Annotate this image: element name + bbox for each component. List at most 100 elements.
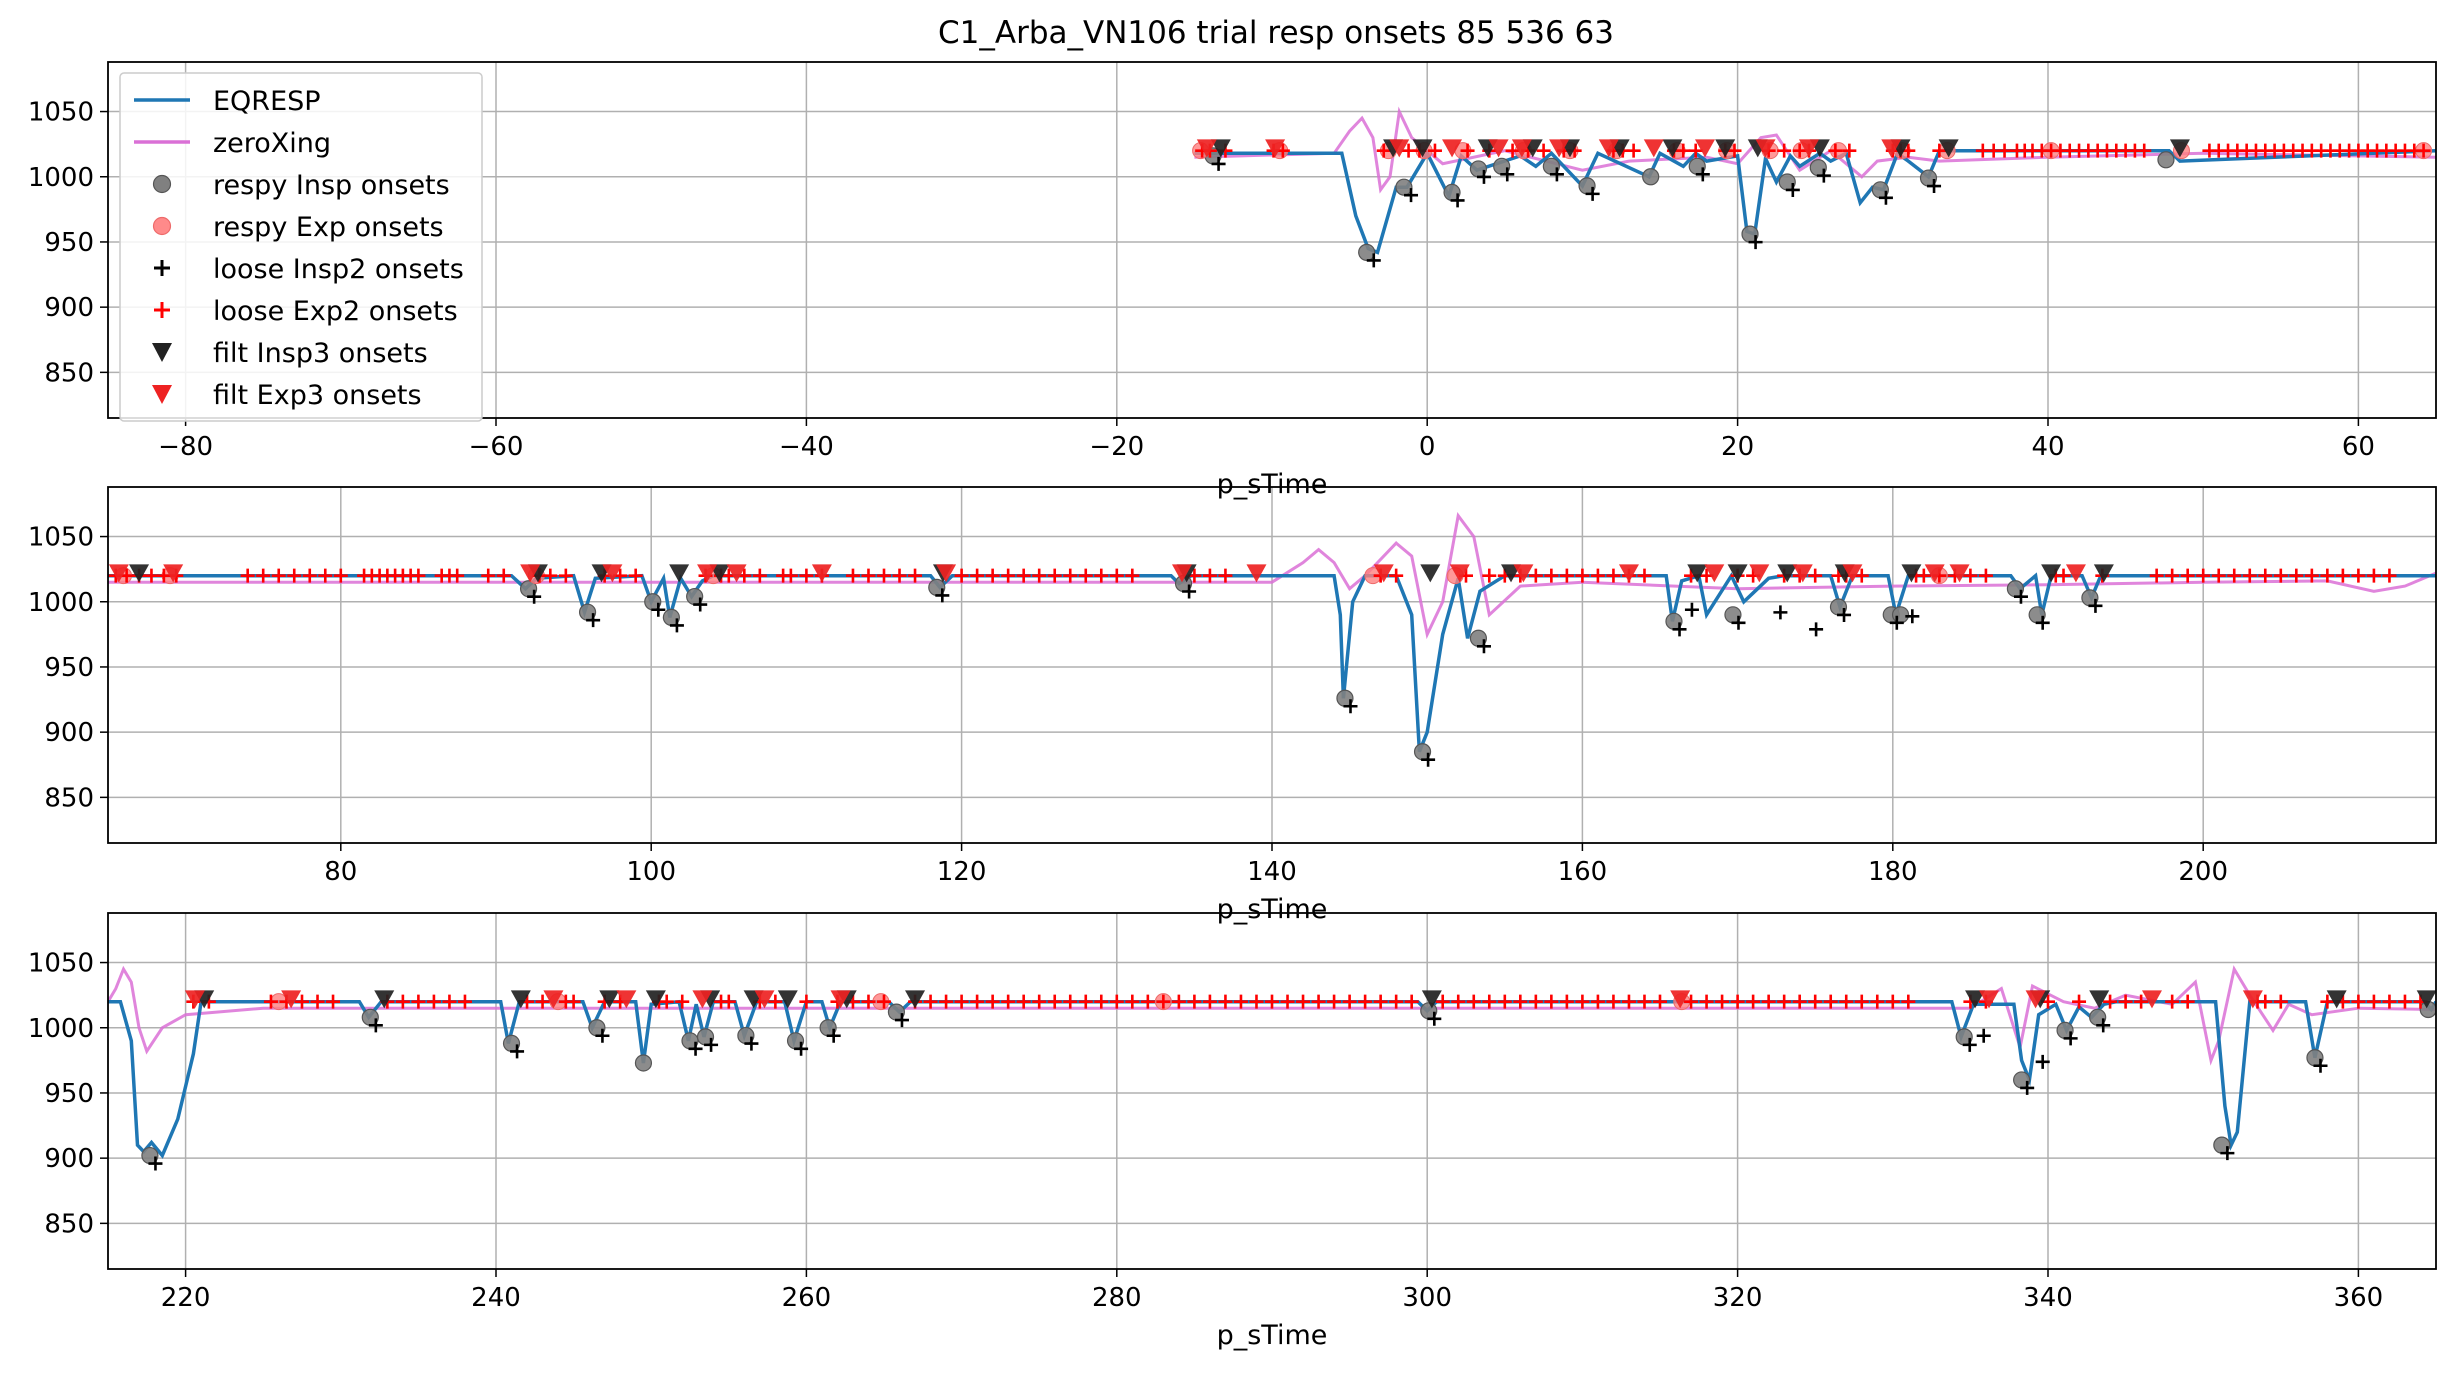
x-tick-label: −40	[779, 432, 834, 462]
filt-exp3-onset-point	[1196, 139, 1217, 158]
filt-exp3-onset-point	[811, 564, 832, 583]
legend-entry-loose-insp2: loose Insp2 onsets	[154, 254, 464, 285]
loose-insp2-onset-point	[1773, 605, 1788, 620]
filt-exp3-onset-point	[520, 564, 541, 583]
loose-exp2-onset-point	[659, 994, 674, 1009]
loose-exp2-onset-point	[1482, 568, 1497, 583]
loose-exp2-onset-point	[1109, 568, 1124, 583]
loose-exp2-onset-point	[1218, 568, 1233, 583]
legend-label: respy Exp onsets	[213, 212, 444, 243]
loose-exp2-onset-point	[1684, 994, 1699, 1009]
loose-exp2-onset-point	[1590, 994, 1605, 1009]
loose-exp2-onset-point	[1688, 143, 1703, 158]
loose-exp2-onset-point	[1505, 143, 1520, 158]
filt-exp3-onset-point	[184, 990, 205, 1009]
loose-exp2-onset-point	[2289, 568, 2304, 583]
y-tick-label: 950	[44, 228, 94, 258]
legend-entry-respy-exp: respy Exp onsets	[152, 212, 444, 243]
filt-insp3-onset-point	[1420, 564, 1441, 583]
loose-exp2-onset-point	[1963, 568, 1978, 583]
loose-exp2-onset-point	[1699, 994, 1714, 1009]
filt-exp3-onset-point	[1373, 564, 1394, 583]
loose-exp2-onset-point	[1916, 568, 1931, 583]
loose-exp2-onset-point	[2196, 568, 2211, 583]
loose-exp2-onset-point	[752, 568, 767, 583]
loose-exp2-onset-point	[2335, 568, 2350, 583]
loose-exp2-onset-point	[1032, 994, 1047, 1009]
loose-exp2-onset-point	[256, 568, 271, 583]
loose-exp2-onset-point	[2118, 994, 2133, 1009]
loose-exp2-onset-point	[1808, 994, 1823, 1009]
legend-label: loose Insp2 onsets	[213, 254, 464, 285]
loose-insp2-onset-point	[510, 1044, 525, 1059]
loose-exp2-onset-point	[1777, 143, 1792, 158]
x-tick-label: 60	[2342, 432, 2375, 462]
filt-insp3-onset-point	[1662, 139, 1683, 158]
loose-exp2-onset-point	[2366, 568, 2381, 583]
y-tick-label: 1000	[28, 163, 94, 193]
legend-entry-eqresp: EQRESP	[134, 86, 321, 117]
filt-exp3-onset-point	[1670, 990, 1691, 1009]
loose-exp2-onset-point	[1653, 994, 1667, 1009]
eqresp-series-line	[1194, 148, 2436, 255]
plot-area	[1192, 106, 2436, 268]
loose-exp2-onset-point	[861, 568, 876, 583]
loose-exp2-onset-point	[799, 994, 814, 1009]
legend: EQRESP zeroXing respy Insp onsets respy …	[119, 72, 483, 422]
loose-insp2-onset-point	[935, 588, 950, 603]
x-tick-label: 220	[161, 1283, 211, 1313]
x-tick-label: 340	[2023, 1283, 2073, 1313]
loose-exp2-onset-point	[1637, 568, 1652, 583]
loose-exp2-onset-point	[326, 994, 341, 1009]
filt-exp3-onset-point	[1488, 139, 1509, 158]
filt-exp3-onset-point	[1643, 139, 1664, 158]
filt-insp3-onset-point	[2041, 564, 2062, 583]
x-axis-label: p_sTime	[1217, 894, 1328, 925]
loose-exp2-onset-point	[1094, 568, 1109, 583]
loose-insp2-onset-point	[894, 1013, 909, 1028]
loose-exp2-onset-point	[1001, 568, 1016, 583]
x-tick-label: 280	[1092, 1283, 1142, 1313]
x-tick-label: 20	[1721, 432, 1754, 462]
subplot-3: 220 240 260 280 300 320 340 360 850 900 950 1000 105…	[28, 912, 2437, 1351]
loose-exp2-onset-point	[2242, 568, 2257, 583]
loose-insp2-onset-point	[1816, 168, 1831, 183]
loose-exp2-onset-point	[1606, 994, 1621, 1009]
x-tick-label: 80	[324, 857, 357, 887]
loose-insp2-onset-point	[826, 1028, 841, 1043]
y-tick-label: 1050	[28, 523, 94, 553]
loose-exp2-onset-point	[1171, 994, 1186, 1009]
loose-exp2-onset-point	[1373, 994, 1388, 1009]
plot-area	[108, 965, 2436, 1171]
loose-exp2-onset-point	[1637, 994, 1652, 1009]
x-tick-label: 40	[2031, 432, 2064, 462]
loose-exp2-onset-point	[1606, 568, 1621, 583]
loose-exp2-onset-point	[1676, 143, 1691, 158]
filt-exp3-onset-point	[2065, 564, 2086, 583]
loose-exp2-onset-point	[411, 994, 426, 1009]
loose-exp2-onset-point	[985, 568, 1000, 583]
loose-exp2-onset-point	[768, 994, 783, 1009]
loose-exp2-onset-point	[2416, 143, 2431, 158]
loose-insp2-onset-point	[704, 1037, 719, 1052]
filt-insp3-onset-point	[1421, 990, 1442, 1009]
loose-insp2-onset-point	[148, 1156, 163, 1171]
legend-entry-respy-insp: respy Insp onsets	[152, 170, 450, 201]
loose-exp2-onset-point	[302, 568, 317, 583]
loose-exp2-onset-point	[2134, 994, 2149, 1009]
loose-exp2-onset-point	[1621, 994, 1636, 1009]
filt-insp3-onset-point	[1210, 139, 1231, 158]
loose-exp2-onset-point	[939, 994, 954, 1009]
loose-insp2-onset-point	[1809, 622, 1824, 637]
filt-insp3-onset-point	[510, 990, 531, 1009]
legend-frame	[119, 72, 483, 422]
loose-exp2-onset-point	[1854, 994, 1869, 1009]
filt-exp3-onset-point	[1513, 564, 1534, 583]
loose-insp2-onset-point	[1450, 193, 1465, 208]
loose-exp2-onset-point	[1839, 994, 1854, 1009]
filt-insp3-onset-point	[645, 990, 666, 1009]
y-tick-label: 850	[44, 1209, 94, 1239]
filt-exp3-onset-point	[1949, 564, 1970, 583]
loose-exp2-onset-point	[1460, 143, 1475, 158]
loose-exp2-onset-point	[1140, 994, 1155, 1009]
